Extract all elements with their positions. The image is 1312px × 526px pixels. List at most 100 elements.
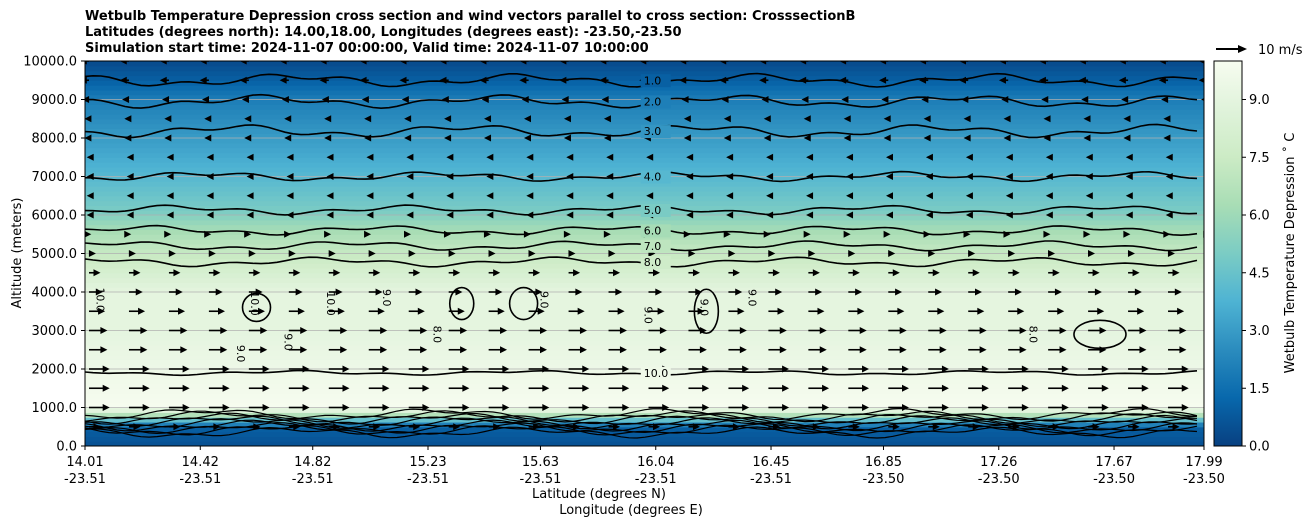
colorbar-gradient bbox=[1213, 60, 1243, 447]
wind-vector bbox=[1167, 250, 1175, 257]
wind-vector bbox=[404, 134, 412, 142]
wind-vector bbox=[319, 76, 329, 84]
wind-vector-arrowhead bbox=[735, 288, 743, 296]
y-tick-label: 9000.0 bbox=[32, 93, 78, 108]
x-tick-label-lat: 14.42 bbox=[182, 455, 219, 470]
wind-vector bbox=[528, 250, 536, 257]
wind-vector-arrowhead bbox=[719, 61, 727, 65]
fill-band bbox=[85, 70, 1204, 77]
wind-vector-arrowhead bbox=[885, 173, 893, 180]
y-tick-label: 1000.0 bbox=[32, 401, 78, 416]
wind-vector-arrowhead bbox=[972, 269, 980, 277]
wind-vector-arrowhead bbox=[88, 250, 96, 257]
wind-vector bbox=[688, 307, 705, 315]
wind-vector bbox=[603, 134, 611, 142]
wind-vector bbox=[89, 269, 101, 277]
wind-vector bbox=[528, 307, 545, 315]
fill-band bbox=[85, 349, 1204, 356]
wind-vector-arrowhead bbox=[446, 211, 454, 219]
wind-vector-arrowhead bbox=[803, 134, 811, 142]
wind-vector bbox=[368, 269, 381, 277]
wind-vector-arrowhead bbox=[1094, 288, 1102, 296]
wind-vector-arrowhead bbox=[1134, 288, 1142, 296]
wind-vector-arrowhead bbox=[417, 307, 425, 315]
wind-vector bbox=[803, 115, 811, 123]
wind-vector bbox=[288, 365, 310, 373]
wind-vector-arrowhead bbox=[819, 327, 827, 334]
wind-vector bbox=[166, 173, 174, 180]
wind-vector bbox=[124, 134, 132, 142]
wind-vector-arrowhead bbox=[702, 404, 710, 411]
fill-band bbox=[85, 215, 1204, 221]
y-tick-label: 7000.0 bbox=[32, 170, 78, 185]
wind-vector-arrowhead bbox=[763, 115, 771, 123]
wind-vector-arrowhead bbox=[726, 211, 734, 219]
wind-vector bbox=[608, 365, 630, 373]
wind-vector-arrowhead bbox=[806, 192, 814, 200]
wind-vector-arrowhead bbox=[923, 115, 931, 123]
wind-vector bbox=[768, 250, 776, 257]
wind-vector-arrowhead bbox=[1092, 269, 1100, 277]
wind-vector bbox=[881, 96, 889, 103]
wind-vector-arrowhead bbox=[248, 250, 256, 257]
wind-vector bbox=[248, 423, 261, 431]
wind-vector bbox=[1048, 346, 1067, 354]
contour-inner-label: 9.0 bbox=[380, 289, 393, 307]
fill-band bbox=[85, 282, 1204, 288]
colorbar-tick-label: 4.5 bbox=[1249, 266, 1270, 281]
wind-vector-arrowhead bbox=[497, 307, 505, 315]
wind-vector-arrowhead bbox=[422, 365, 430, 373]
fill-band bbox=[85, 306, 1204, 312]
wind-vector-arrowhead bbox=[977, 307, 985, 315]
wind-vector bbox=[639, 61, 649, 65]
wind-vector-arrowhead bbox=[208, 250, 216, 257]
wind-vector-arrowhead bbox=[683, 134, 691, 142]
wind-vector bbox=[208, 307, 225, 315]
wind-vector-arrowhead bbox=[975, 288, 983, 296]
wind-vector-arrowhead bbox=[126, 153, 134, 161]
wind-vector-arrowhead bbox=[761, 96, 769, 103]
x-tick-label-lat: 15.63 bbox=[522, 455, 559, 470]
wind-vector-arrowhead bbox=[1061, 365, 1069, 373]
fill-band bbox=[85, 335, 1204, 341]
wind-vector-arrowhead bbox=[502, 365, 510, 373]
wind-vector bbox=[168, 365, 190, 373]
wind-vector-arrowhead bbox=[1045, 192, 1053, 200]
wind-vector bbox=[481, 96, 489, 103]
wind-vector-arrowhead bbox=[1003, 134, 1011, 142]
wind-vector bbox=[848, 250, 856, 257]
wind-vector-arrowhead bbox=[941, 384, 949, 392]
wind-vector bbox=[488, 404, 510, 411]
wind-vector-arrowhead bbox=[500, 346, 508, 354]
wind-vector bbox=[479, 61, 489, 65]
wind-vector-arrowhead bbox=[782, 404, 790, 411]
wind-vector bbox=[888, 365, 909, 373]
wind-vector bbox=[439, 61, 449, 65]
wind-vector-arrowhead bbox=[1052, 423, 1060, 431]
wind-vector bbox=[608, 346, 627, 354]
wind-vector-arrowhead bbox=[979, 346, 987, 354]
wind-vector-arrowhead bbox=[766, 211, 774, 219]
wind-vector-arrowhead bbox=[399, 61, 407, 65]
wind-vector bbox=[846, 192, 854, 200]
wind-vector-arrowhead bbox=[239, 76, 247, 84]
wind-vector-arrowhead bbox=[295, 288, 303, 296]
x-axis-label-lat: Latitude (degrees N) bbox=[532, 487, 666, 502]
wind-vector-arrowhead bbox=[340, 346, 348, 354]
wind-vector bbox=[648, 327, 667, 334]
wind-vector-arrowhead bbox=[1201, 98, 1204, 101]
wind-vector-arrowhead bbox=[921, 96, 929, 103]
wind-vector-arrowhead bbox=[965, 211, 973, 219]
wind-vector bbox=[1045, 192, 1053, 200]
wind-vector bbox=[928, 269, 940, 277]
wind-vector bbox=[766, 153, 774, 161]
wind-vector bbox=[1206, 154, 1213, 161]
wind-vector bbox=[119, 76, 129, 84]
wind-vector bbox=[519, 76, 529, 84]
wind-vector-arrowhead bbox=[899, 346, 907, 354]
wind-vector bbox=[1008, 404, 1029, 411]
wind-vector-arrowhead bbox=[166, 173, 174, 180]
wind-vector bbox=[328, 423, 341, 431]
wind-vector bbox=[448, 404, 470, 411]
wind-vector-arrowhead bbox=[1127, 250, 1135, 257]
